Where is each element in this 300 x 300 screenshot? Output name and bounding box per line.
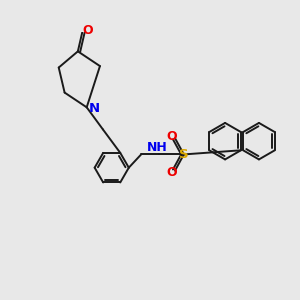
Text: O: O [82,24,93,37]
Text: O: O [166,130,177,143]
Text: NH: NH [147,141,168,154]
Text: O: O [166,166,177,179]
Text: S: S [179,148,189,161]
Text: N: N [88,102,100,115]
